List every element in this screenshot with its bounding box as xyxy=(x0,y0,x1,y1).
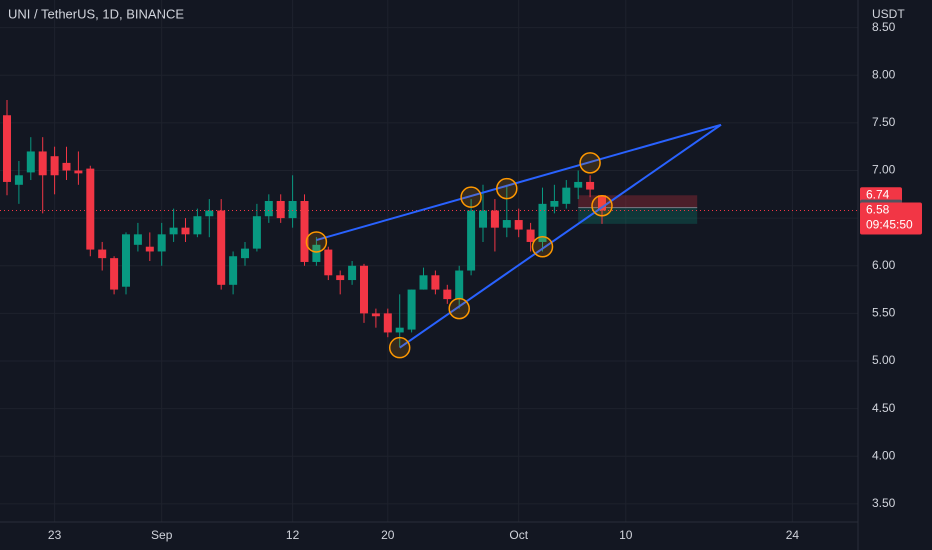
candle-body xyxy=(371,313,380,317)
touch-marker xyxy=(388,336,411,359)
candle-body xyxy=(110,258,119,290)
x-tick-label: 12 xyxy=(286,528,300,542)
candle-body xyxy=(395,327,404,333)
candle-body xyxy=(598,195,606,211)
candle-body xyxy=(562,187,571,204)
touch-marker xyxy=(460,186,482,208)
candle-body xyxy=(336,275,345,281)
x-tick-label: 10 xyxy=(619,528,633,542)
candle-body xyxy=(98,249,107,259)
candle-body xyxy=(145,246,154,252)
y-tick-label: 8.50 xyxy=(872,20,896,34)
touch-marker xyxy=(496,177,518,200)
candle-body xyxy=(38,151,47,176)
candle-body xyxy=(550,200,559,207)
trendline xyxy=(316,123,722,242)
candle-body xyxy=(169,227,178,235)
candle-body xyxy=(586,181,595,190)
candle-body xyxy=(300,200,309,262)
last-price-label: 6.58 xyxy=(866,203,890,217)
plot xyxy=(0,100,858,359)
touch-marker xyxy=(305,231,328,253)
touch-marker xyxy=(579,152,601,174)
candle-body xyxy=(490,210,499,228)
x-tick-label: Sep xyxy=(151,528,173,542)
candle-body xyxy=(431,275,440,290)
touch-marker xyxy=(591,195,613,217)
countdown-label: 09:45:50 xyxy=(866,218,913,232)
candle-body xyxy=(383,313,392,333)
touch-marker xyxy=(448,297,470,320)
stop-price-label-bg xyxy=(860,187,902,204)
y-tick-label: 3.50 xyxy=(872,496,896,510)
candle-body xyxy=(26,151,35,173)
y-tick-label: 5.00 xyxy=(872,353,896,367)
candle-body xyxy=(264,200,273,217)
x-tick-label: 24 xyxy=(786,528,800,542)
candle-body xyxy=(252,216,261,249)
trendline xyxy=(399,123,722,349)
candle-body xyxy=(574,181,583,188)
candle-body xyxy=(360,265,368,314)
candle-body xyxy=(348,265,357,281)
candle-body xyxy=(181,227,190,235)
candle-body xyxy=(419,275,428,290)
candle-body xyxy=(479,210,487,228)
candle-body xyxy=(14,175,23,185)
candle-body xyxy=(157,234,166,252)
candle-body xyxy=(3,115,11,182)
candle-body xyxy=(229,256,238,285)
candle-body xyxy=(324,249,333,276)
grid xyxy=(0,0,858,522)
y-tick-label: 4.00 xyxy=(872,448,896,462)
x-tick-label: 23 xyxy=(48,528,62,542)
candle-body xyxy=(205,210,214,217)
stop-price-label: 6.74 xyxy=(866,187,890,201)
y-tick-label: 8.00 xyxy=(872,67,896,81)
candle-body xyxy=(122,234,130,287)
candle-body xyxy=(241,248,249,259)
candle-body xyxy=(526,229,535,242)
last-price-label-bg xyxy=(860,202,922,235)
y-tick-label: 6.00 xyxy=(872,258,896,272)
position-target-zone xyxy=(578,207,698,224)
candle-body xyxy=(443,289,452,300)
candle-body xyxy=(86,168,95,250)
axis-unit: USDT xyxy=(872,7,905,21)
candle-body xyxy=(502,220,511,228)
candle-body xyxy=(133,234,142,245)
y-tick-label: 7.50 xyxy=(872,115,896,129)
candle-body xyxy=(193,216,202,235)
y-tick-label: 7.00 xyxy=(872,163,896,177)
y-tick-label: 5.50 xyxy=(872,306,896,320)
candle-body xyxy=(407,289,416,330)
candle-body xyxy=(62,162,71,171)
candle-body xyxy=(276,200,285,219)
y-tick-label: 4.50 xyxy=(872,401,896,415)
candle-body xyxy=(467,210,476,271)
touch-marker xyxy=(531,235,554,258)
chart-title: UNI / TetherUS, 1D, BINANCE xyxy=(8,6,184,21)
candle-body xyxy=(312,244,321,262)
x-tick-label: 20 xyxy=(381,528,395,542)
candle-body xyxy=(455,270,464,300)
x-tick-label: Oct xyxy=(509,528,528,542)
candle-body xyxy=(288,200,297,219)
candle-body xyxy=(50,156,59,176)
candle-body xyxy=(217,210,226,285)
candle-body xyxy=(514,220,523,230)
candle-body xyxy=(538,203,547,242)
candle-body xyxy=(74,170,83,174)
